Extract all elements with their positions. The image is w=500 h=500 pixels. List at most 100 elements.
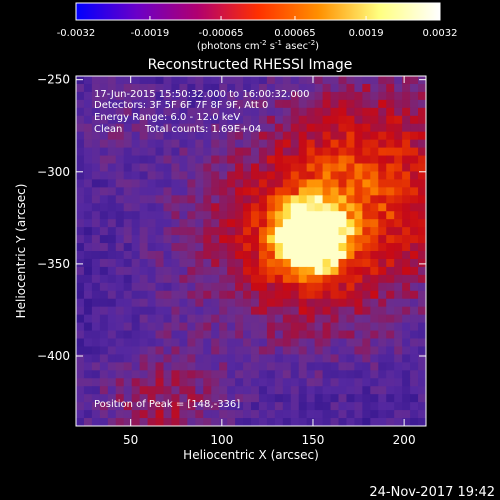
heatmap-cell bbox=[243, 203, 252, 212]
heatmap-cell bbox=[83, 386, 93, 395]
heatmap-cell bbox=[99, 402, 109, 411]
heatmap-cell bbox=[330, 418, 340, 426]
heatmap-cell bbox=[147, 235, 157, 244]
heatmap-cell bbox=[195, 386, 204, 395]
heatmap-cell bbox=[298, 227, 308, 236]
heatmap-cell bbox=[235, 83, 244, 93]
heatmap-cell bbox=[203, 76, 212, 85]
heatmap-cell bbox=[338, 195, 348, 204]
heatmap-cell bbox=[354, 314, 363, 324]
heatmap-cell bbox=[139, 378, 149, 387]
heatmap-cell bbox=[266, 99, 276, 109]
heatmap-cell bbox=[370, 402, 379, 411]
heatmap-cell bbox=[298, 282, 308, 292]
heatmap-cell bbox=[370, 203, 379, 212]
heatmap-cell bbox=[219, 107, 228, 117]
heatmap-cell bbox=[187, 139, 196, 149]
heatmap-cell bbox=[298, 139, 308, 149]
heatmap-cell bbox=[338, 91, 348, 101]
heatmap-cell bbox=[179, 362, 188, 371]
heatmap-cell bbox=[314, 330, 324, 340]
heatmap-cell bbox=[306, 362, 316, 371]
heatmap-cell bbox=[314, 338, 324, 348]
heatmap-cell bbox=[235, 171, 244, 180]
heatmap-cell bbox=[171, 402, 180, 411]
heatmap-cell bbox=[179, 298, 188, 308]
heatmap-cell bbox=[243, 171, 252, 180]
heatmap-cell bbox=[266, 394, 276, 403]
heatmap-cell bbox=[306, 314, 316, 324]
heatmap-cell bbox=[171, 394, 180, 403]
heatmap-cell bbox=[203, 362, 212, 371]
heatmap-cell bbox=[211, 298, 220, 308]
heatmap-cell bbox=[211, 258, 220, 268]
heatmap-cell bbox=[211, 76, 220, 85]
heatmap-cell bbox=[322, 171, 332, 180]
heatmap-cell bbox=[251, 123, 260, 133]
heatmap-cell bbox=[290, 83, 300, 93]
heatmap-cell bbox=[243, 243, 252, 252]
heatmap-cell bbox=[155, 306, 165, 316]
heatmap-cell bbox=[171, 251, 180, 260]
heatmap-cell bbox=[354, 219, 363, 228]
heatmap-cell bbox=[203, 195, 212, 204]
heatmap-cell bbox=[187, 235, 196, 244]
heatmap-cell bbox=[211, 155, 220, 165]
heatmap-cell bbox=[123, 171, 133, 180]
heatmap-cell bbox=[282, 171, 292, 180]
heatmap-cell bbox=[131, 290, 141, 300]
heatmap-cell bbox=[418, 195, 426, 204]
heatmap-cell bbox=[410, 203, 419, 212]
heatmap-cell bbox=[203, 163, 212, 173]
heatmap-cell bbox=[83, 155, 93, 165]
heatmap-cell bbox=[195, 402, 204, 411]
heatmap-cell bbox=[346, 107, 355, 117]
heatmap-cell bbox=[195, 235, 204, 244]
heatmap-cell bbox=[258, 258, 268, 268]
heatmap-cell bbox=[258, 330, 268, 340]
heatmap-cell bbox=[147, 123, 157, 133]
heatmap-cell bbox=[354, 203, 363, 212]
heatmap-cell bbox=[147, 227, 157, 236]
heatmap-cell bbox=[394, 227, 403, 236]
heatmap-cell bbox=[378, 123, 387, 133]
heatmap-cell bbox=[330, 322, 340, 332]
heatmap-cell bbox=[386, 195, 395, 204]
heatmap-cell bbox=[362, 362, 371, 371]
heatmap-cell bbox=[251, 410, 260, 419]
heatmap-cell bbox=[83, 139, 93, 149]
heatmap-cell bbox=[322, 227, 332, 236]
heatmap-cell bbox=[219, 99, 228, 109]
heatmap-cell bbox=[219, 354, 228, 363]
heatmap-cell bbox=[338, 131, 348, 141]
heatmap-cell bbox=[338, 219, 348, 228]
heatmap-cell bbox=[76, 163, 85, 173]
heatmap-cell bbox=[147, 306, 157, 316]
heatmap-cell bbox=[179, 139, 188, 149]
heatmap-cell bbox=[139, 139, 149, 149]
heatmap-cell bbox=[338, 203, 348, 212]
heatmap-cell bbox=[354, 76, 363, 85]
heatmap-cell bbox=[251, 370, 260, 379]
heatmap-cell bbox=[147, 163, 157, 173]
heatmap-cell bbox=[306, 394, 316, 403]
heatmap-cell bbox=[306, 187, 316, 196]
heatmap-cell bbox=[243, 386, 252, 395]
heatmap-cell bbox=[163, 346, 173, 355]
heatmap-cell bbox=[147, 362, 157, 371]
heatmap-cell bbox=[386, 251, 395, 260]
heatmap-cell bbox=[258, 290, 268, 300]
heatmap-cell bbox=[386, 298, 395, 308]
heatmap-cell bbox=[115, 195, 125, 204]
heatmap-cell bbox=[76, 155, 85, 165]
heatmap-cell bbox=[187, 370, 196, 379]
heatmap-cell bbox=[306, 195, 316, 204]
heatmap-cell bbox=[330, 258, 340, 268]
heatmap-cell bbox=[243, 258, 252, 268]
heatmap-cell bbox=[243, 83, 252, 93]
heatmap-cell bbox=[370, 91, 379, 101]
heatmap-cell bbox=[243, 139, 252, 149]
heatmap-cell bbox=[402, 107, 411, 117]
heatmap-cell bbox=[330, 394, 340, 403]
heatmap-cell bbox=[147, 410, 157, 419]
